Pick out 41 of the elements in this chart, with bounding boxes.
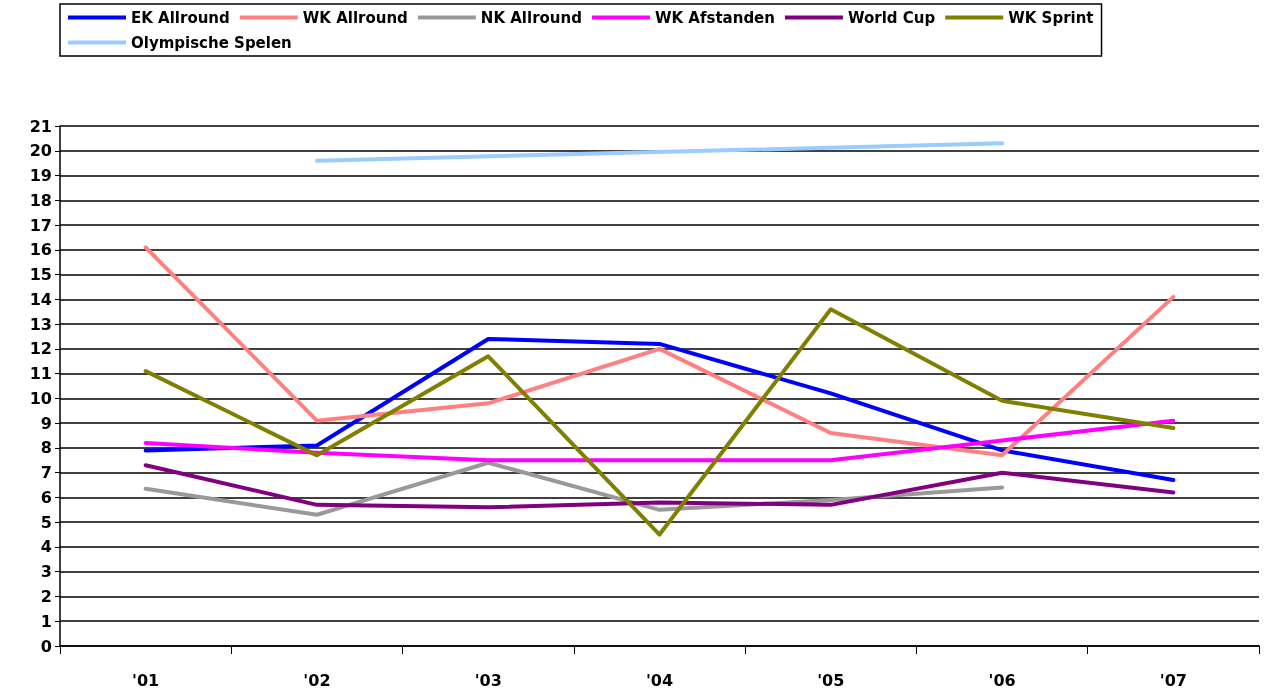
y-tick-label: 2 (40, 586, 52, 606)
y-tick-label: 9 (40, 413, 52, 433)
y-tick-label: 18 (29, 190, 52, 210)
y-tick-label: 6 (40, 487, 52, 507)
legend-label: Olympische Spelen (131, 33, 292, 52)
y-tick-label: 8 (40, 438, 52, 458)
y-tick-label: 7 (40, 463, 52, 483)
y-tick-label: 12 (29, 339, 52, 359)
legend-label: WK Afstanden (654, 8, 775, 27)
y-tick-label: 16 (29, 240, 52, 260)
y-tick-label: 13 (29, 314, 52, 334)
legend-label: World Cup (847, 8, 936, 27)
line-series (143, 418, 1176, 463)
x-tick-label: '03 (474, 670, 502, 688)
line-series (143, 463, 1176, 510)
line-series (143, 336, 1176, 483)
legend-label: WK Allround (302, 8, 408, 27)
y-tick-label: 14 (29, 289, 52, 309)
y-tick-label: 3 (40, 562, 52, 582)
legend-label: WK Sprint (1008, 8, 1094, 27)
x-tick-label: '02 (303, 670, 331, 688)
y-tick-label: 1 (40, 611, 52, 631)
y-tick-label: 10 (29, 388, 52, 408)
x-tick-label: '01 (132, 670, 160, 688)
y-tick-label: 15 (29, 265, 52, 285)
line-series (143, 245, 1176, 458)
y-tick-label: 17 (29, 215, 52, 235)
y-tick-label: 19 (29, 166, 52, 186)
y-tick-label: 0 (40, 636, 52, 656)
line-series (143, 307, 1176, 537)
y-tick-label: 11 (29, 364, 52, 384)
legend-label: EK Allround (131, 8, 230, 27)
legend-label: NK Allround (480, 8, 582, 27)
x-tick-label: '05 (817, 670, 845, 688)
x-tick-label: '07 (1159, 670, 1187, 688)
y-tick-label: 4 (40, 537, 52, 557)
y-tick-label: 20 (29, 141, 52, 161)
x-tick-label: '06 (988, 670, 1016, 688)
y-tick-label: 5 (40, 512, 52, 532)
x-tick-label: '04 (645, 670, 674, 688)
y-tick-label: 21 (29, 116, 52, 136)
